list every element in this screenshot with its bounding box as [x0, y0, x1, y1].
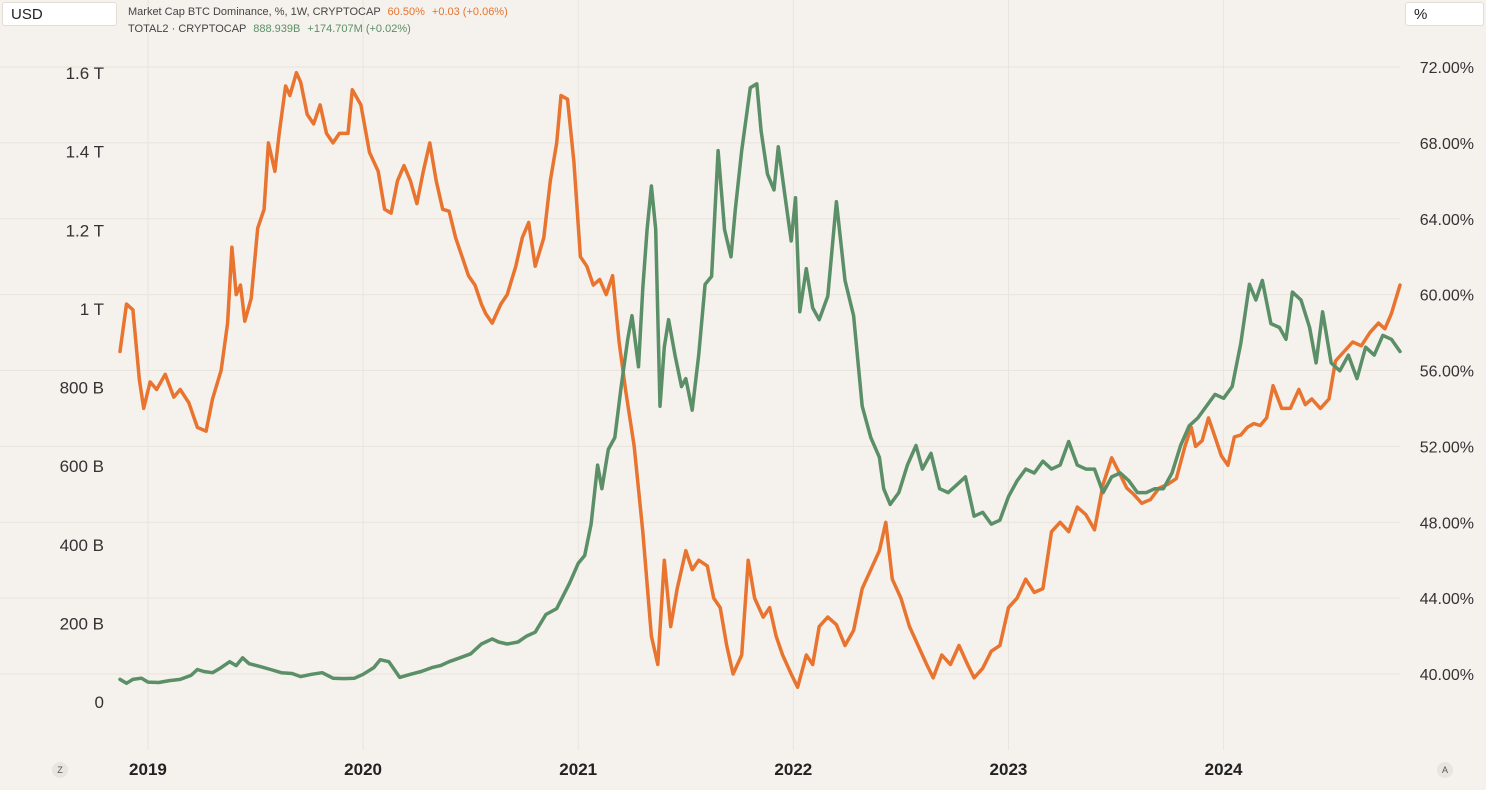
legend-total2-change: +174.707M (+0.02%): [307, 23, 411, 35]
right-axis-tick-label: 44.00%: [1420, 591, 1474, 608]
right-axis-tick-label: 48.00%: [1420, 515, 1474, 532]
x-axis-tick-label: 2019: [129, 760, 167, 779]
right-axis-tick-label: 40.00%: [1420, 667, 1474, 684]
scale-z-label: Z: [57, 765, 63, 775]
left-unit-selector[interactable]: USD: [2, 2, 117, 26]
legend-total2-name: TOTAL2 · CRYPTOCAP: [128, 23, 247, 35]
scale-auto-button[interactable]: A: [1437, 762, 1453, 778]
btc-dominance-line: [118, 70, 1402, 690]
x-axis-tick-label: 2023: [990, 760, 1028, 779]
left-axis-tick-label: 0: [95, 693, 104, 712]
legend-btc-dominance[interactable]: Market Cap BTC Dominance, %, 1W, CRYPTOC…: [128, 6, 508, 18]
legend-total2-value: 888.939B: [253, 23, 301, 35]
right-axis-tick-label: 56.00%: [1420, 364, 1474, 381]
x-axis-tick-label: 2020: [344, 760, 382, 779]
left-axis-tick-label: 1 T: [80, 300, 104, 319]
right-axis-tick-label: 64.00%: [1420, 212, 1474, 229]
right-unit-label: %: [1414, 6, 1428, 23]
left-axis-tick-label: 600 B: [60, 457, 104, 476]
right-axis-tick-label: 72.00%: [1420, 60, 1474, 77]
right-axis-tick-label: 60.00%: [1420, 288, 1474, 305]
x-axis-tick-label: 2022: [774, 760, 812, 779]
legend-btc-change: +0.03 (+0.06%): [431, 6, 508, 18]
right-axis-tick-label: 52.00%: [1420, 439, 1474, 456]
legend-btc-value: 60.50%: [387, 6, 425, 18]
left-axis-tick-label: 1.4 T: [66, 143, 104, 162]
left-axis-tick-label: 400 B: [60, 536, 104, 555]
legend-total2[interactable]: TOTAL2 · CRYPTOCAP 888.939B +174.707M (+…: [128, 23, 411, 35]
legend-btc-name: Market Cap BTC Dominance, %, 1W, CRYPTOC…: [128, 6, 381, 18]
left-axis-tick-label: 1.6 T: [66, 64, 104, 83]
x-axis-tick-label: 2021: [559, 760, 597, 779]
scale-z-button[interactable]: Z: [52, 762, 68, 778]
total2-line: [118, 82, 1402, 686]
left-axis-tick-label: 1.2 T: [66, 221, 104, 240]
x-axis-tick-label: 2024: [1205, 760, 1243, 779]
right-unit-selector[interactable]: %: [1405, 2, 1484, 26]
scale-auto-label: A: [1441, 765, 1448, 775]
left-axis-tick-label: 200 B: [60, 614, 104, 633]
left-axis-tick-label: 800 B: [60, 379, 104, 398]
left-unit-label: USD: [11, 6, 43, 23]
right-axis-tick-label: 68.00%: [1420, 136, 1474, 153]
